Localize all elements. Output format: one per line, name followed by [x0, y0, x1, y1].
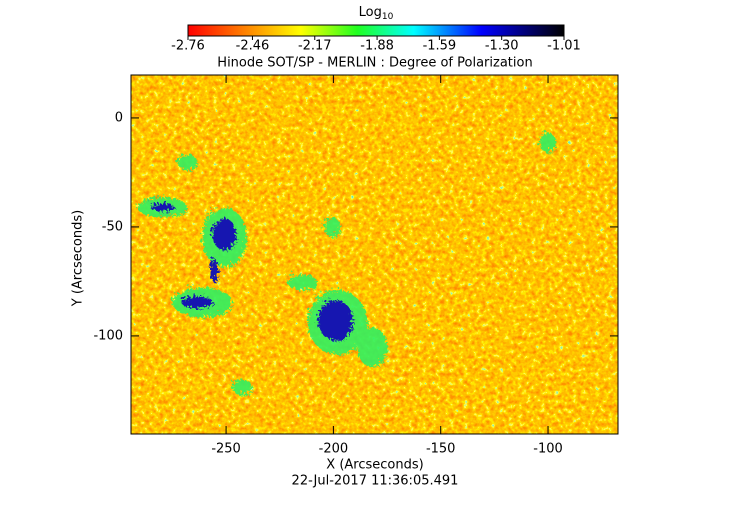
colorbar-tick-label: -1.59 [423, 39, 457, 54]
colorbar-frame [187, 24, 565, 37]
colorbar-tick-label: -2.76 [171, 39, 205, 54]
chart-title: Hinode SOT/SP - MERLIN : Degree of Polar… [217, 56, 532, 71]
y-tick-label: -50 [102, 219, 123, 234]
x-tick-label: -100 [533, 442, 563, 457]
colorbar-label-text: Log [359, 5, 382, 20]
plot-frame [130, 74, 619, 435]
x-tick-label: -250 [211, 442, 241, 457]
x-tick-label: -150 [426, 442, 456, 457]
colorbar-label-subscript: 10 [382, 12, 394, 22]
y-tick-label: 0 [115, 110, 123, 125]
timestamp: 22-Jul-2017 11:36:05.491 [292, 474, 459, 489]
x-axis-label: X (Arcseconds) [326, 458, 423, 473]
colorbar-tick-label: -2.17 [298, 39, 332, 54]
colorbar-tick-label: -2.46 [236, 39, 270, 54]
y-tick-label: -100 [93, 328, 123, 343]
polarization-map [131, 75, 618, 434]
colorbar-tick-label: -1.30 [485, 39, 519, 54]
y-axis-label: Y (Arcseconds) [71, 210, 86, 307]
colorbar [188, 25, 564, 36]
x-tick-label: -200 [319, 442, 349, 457]
colorbar-label: Log10 [359, 5, 394, 22]
colorbar-tick-label: -1.88 [360, 39, 394, 54]
colorbar-tick-label: -1.01 [547, 39, 581, 54]
